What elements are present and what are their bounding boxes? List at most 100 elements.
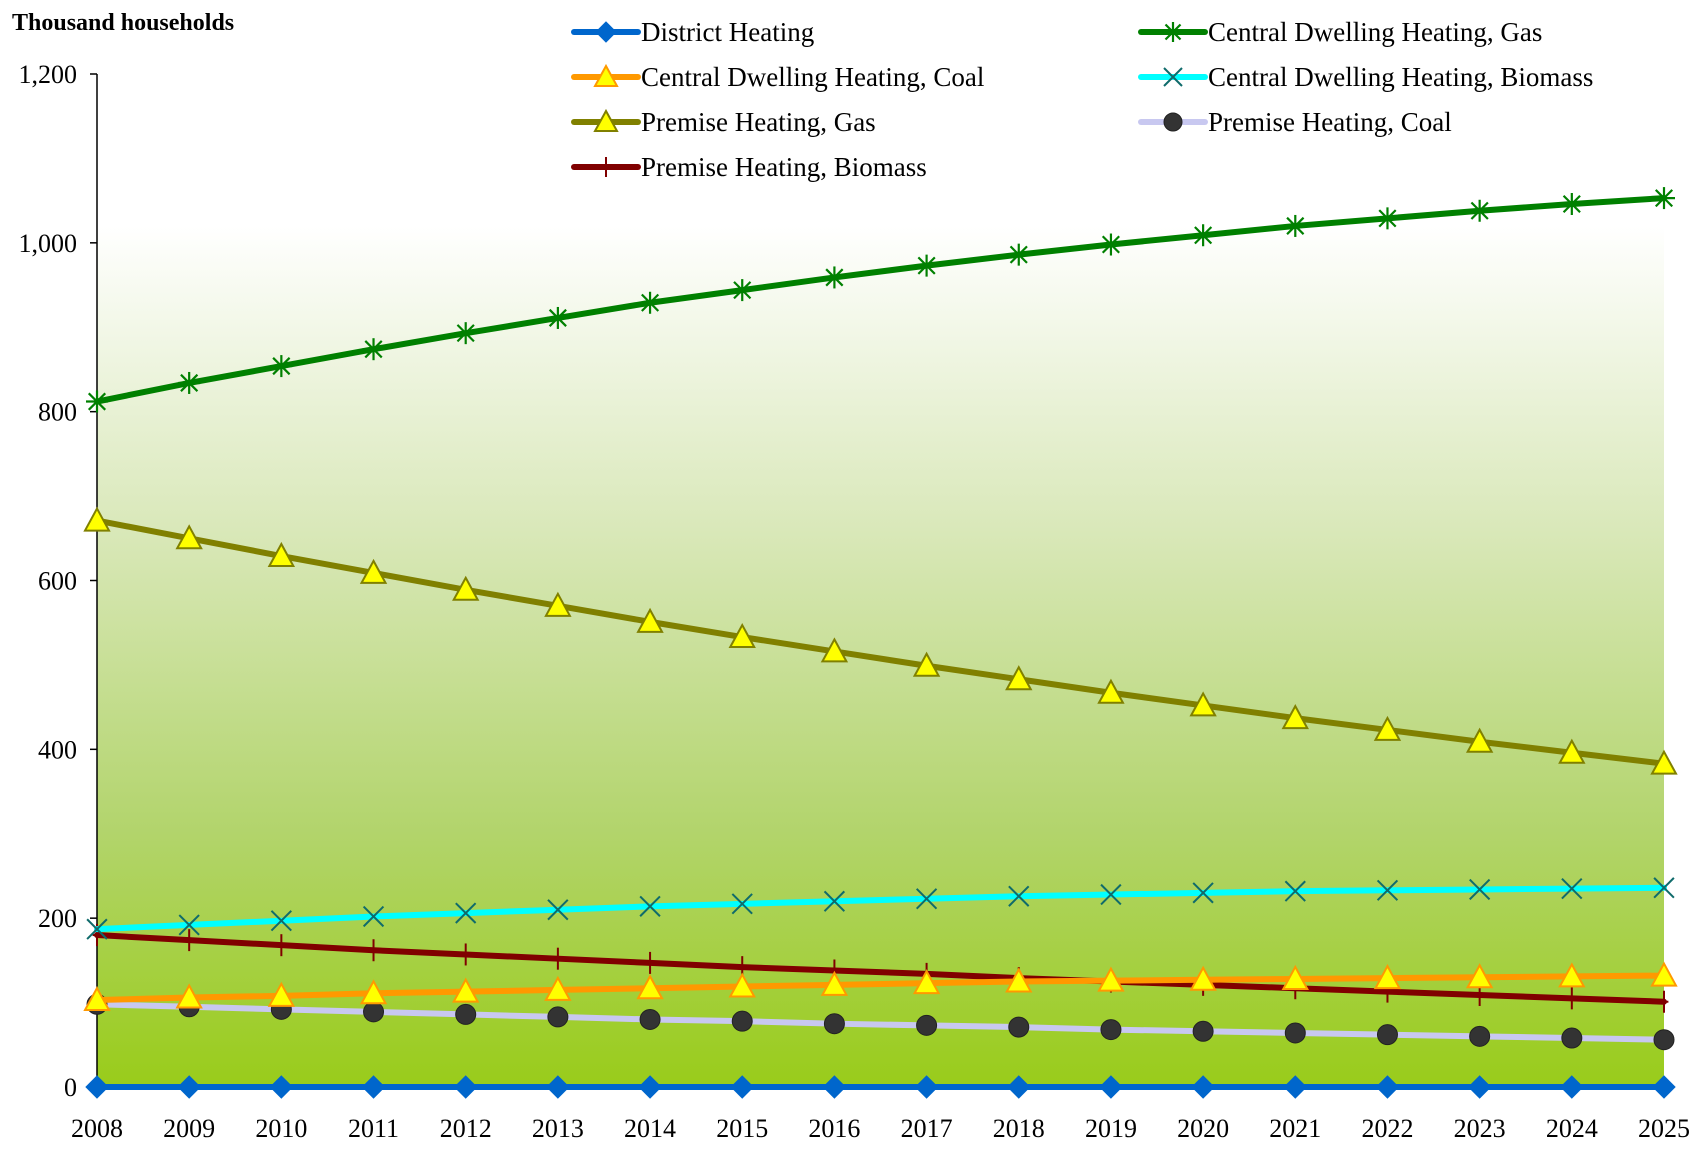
- data-point: [1653, 877, 1675, 899]
- data-point: [638, 1075, 662, 1099]
- data-point: [1375, 1075, 1400, 1099]
- data-point: [177, 1075, 201, 1099]
- x-tick-label: 2015: [716, 1114, 768, 1143]
- legend-item: Central Dwelling Heating, Gas: [1138, 17, 1542, 47]
- data-point: [1007, 243, 1030, 266]
- data-point: [1467, 1075, 1492, 1099]
- data-point: [1560, 193, 1583, 216]
- legend-label: Central Dwelling Heating, Gas: [1208, 17, 1542, 47]
- y-tick-label: 1,200: [19, 60, 78, 89]
- x-tick-label: 2021: [1269, 1114, 1321, 1143]
- data-point: [1465, 963, 1494, 989]
- series-line: [94, 884, 1667, 933]
- legend-label: Premise Heating, Biomass: [641, 152, 927, 182]
- series-line: [94, 1001, 1667, 1043]
- series-line: [94, 972, 1667, 1004]
- series-premise-heating-biomass: [92, 924, 1669, 1013]
- data-point: [1281, 704, 1309, 730]
- data-point: [822, 1075, 847, 1099]
- data-point: [86, 918, 108, 940]
- x-tick-label: 2012: [440, 1114, 492, 1143]
- data-point: [1192, 1020, 1214, 1042]
- legend-item: Premise Heating, Coal: [1138, 107, 1452, 137]
- data-point: [915, 254, 938, 277]
- data-point: [1469, 1025, 1491, 1047]
- data-point: [1558, 962, 1586, 988]
- data-point: [823, 1013, 845, 1035]
- data-point: [1558, 738, 1586, 764]
- data-point: [593, 108, 619, 132]
- x-tick-label: 2010: [255, 1114, 307, 1143]
- series-central-dwelling-heating-coal: [83, 961, 1678, 1012]
- x-tick-label: 2020: [1177, 1114, 1229, 1143]
- data-point: [1005, 967, 1033, 993]
- data-point: [547, 899, 569, 921]
- data-point: [912, 969, 941, 995]
- y-tick-label: 400: [38, 735, 77, 764]
- data-point: [455, 902, 477, 924]
- data-point: [1191, 1075, 1215, 1099]
- data-point: [362, 905, 385, 928]
- series-central-dwelling-heating-gas: [86, 187, 1675, 413]
- data-point: [1283, 1075, 1308, 1099]
- data-point: [544, 591, 572, 617]
- data-point: [1192, 224, 1215, 247]
- data-point: [83, 506, 111, 532]
- series-premise-heating-gas: [83, 506, 1678, 775]
- data-point: [1163, 112, 1183, 132]
- data-point: [645, 951, 655, 974]
- data-point: [1659, 990, 1669, 1013]
- data-point: [1650, 961, 1678, 987]
- data-point: [602, 157, 610, 177]
- data-point: [1653, 187, 1675, 210]
- data-point: [276, 934, 286, 957]
- data-point: [1281, 964, 1309, 990]
- data-point: [1005, 665, 1033, 691]
- data-point: [914, 1075, 939, 1099]
- data-point: [184, 929, 194, 952]
- data-point: [1097, 966, 1125, 992]
- data-point: [455, 1003, 477, 1025]
- data-point: [728, 972, 756, 998]
- data-point: [369, 939, 378, 962]
- data-point: [453, 1075, 478, 1099]
- data-point: [359, 558, 388, 584]
- data-point: [1561, 1027, 1583, 1049]
- data-point: [461, 943, 471, 966]
- data-point: [1284, 214, 1307, 237]
- data-point: [1097, 678, 1125, 704]
- legend-label: District Heating: [641, 17, 814, 47]
- data-point: [1007, 1075, 1031, 1099]
- data-point: [639, 1008, 661, 1030]
- data-point: [731, 279, 754, 302]
- data-point: [175, 983, 203, 1009]
- data-point: [1376, 207, 1399, 230]
- data-point: [731, 1010, 753, 1032]
- data-point: [178, 914, 200, 936]
- data-point: [820, 637, 849, 663]
- x-tick-label: 2008: [71, 1114, 123, 1143]
- y-tick-label: 0: [64, 1073, 77, 1102]
- series-central-dwelling-heating-biomass: [86, 877, 1675, 940]
- data-point: [454, 322, 477, 345]
- data-point: [270, 355, 293, 378]
- data-point: [553, 947, 563, 970]
- x-tick-label: 2023: [1454, 1114, 1506, 1143]
- data-point: [267, 981, 296, 1007]
- series-line: [94, 517, 1667, 767]
- data-point: [1284, 880, 1306, 902]
- series-line: [94, 932, 1667, 1005]
- data-point: [1008, 885, 1030, 907]
- data-point: [1189, 965, 1217, 991]
- data-point: [85, 1075, 109, 1099]
- data-point: [86, 390, 108, 413]
- data-point: [1100, 883, 1122, 906]
- data-point: [1373, 964, 1402, 990]
- x-tick-label: 2017: [901, 1114, 953, 1143]
- data-point: [731, 893, 753, 915]
- data-point: [1376, 1024, 1398, 1046]
- data-point: [270, 910, 292, 932]
- legend-label: Central Dwelling Heating, Biomass: [1208, 62, 1593, 92]
- data-point: [1189, 691, 1217, 717]
